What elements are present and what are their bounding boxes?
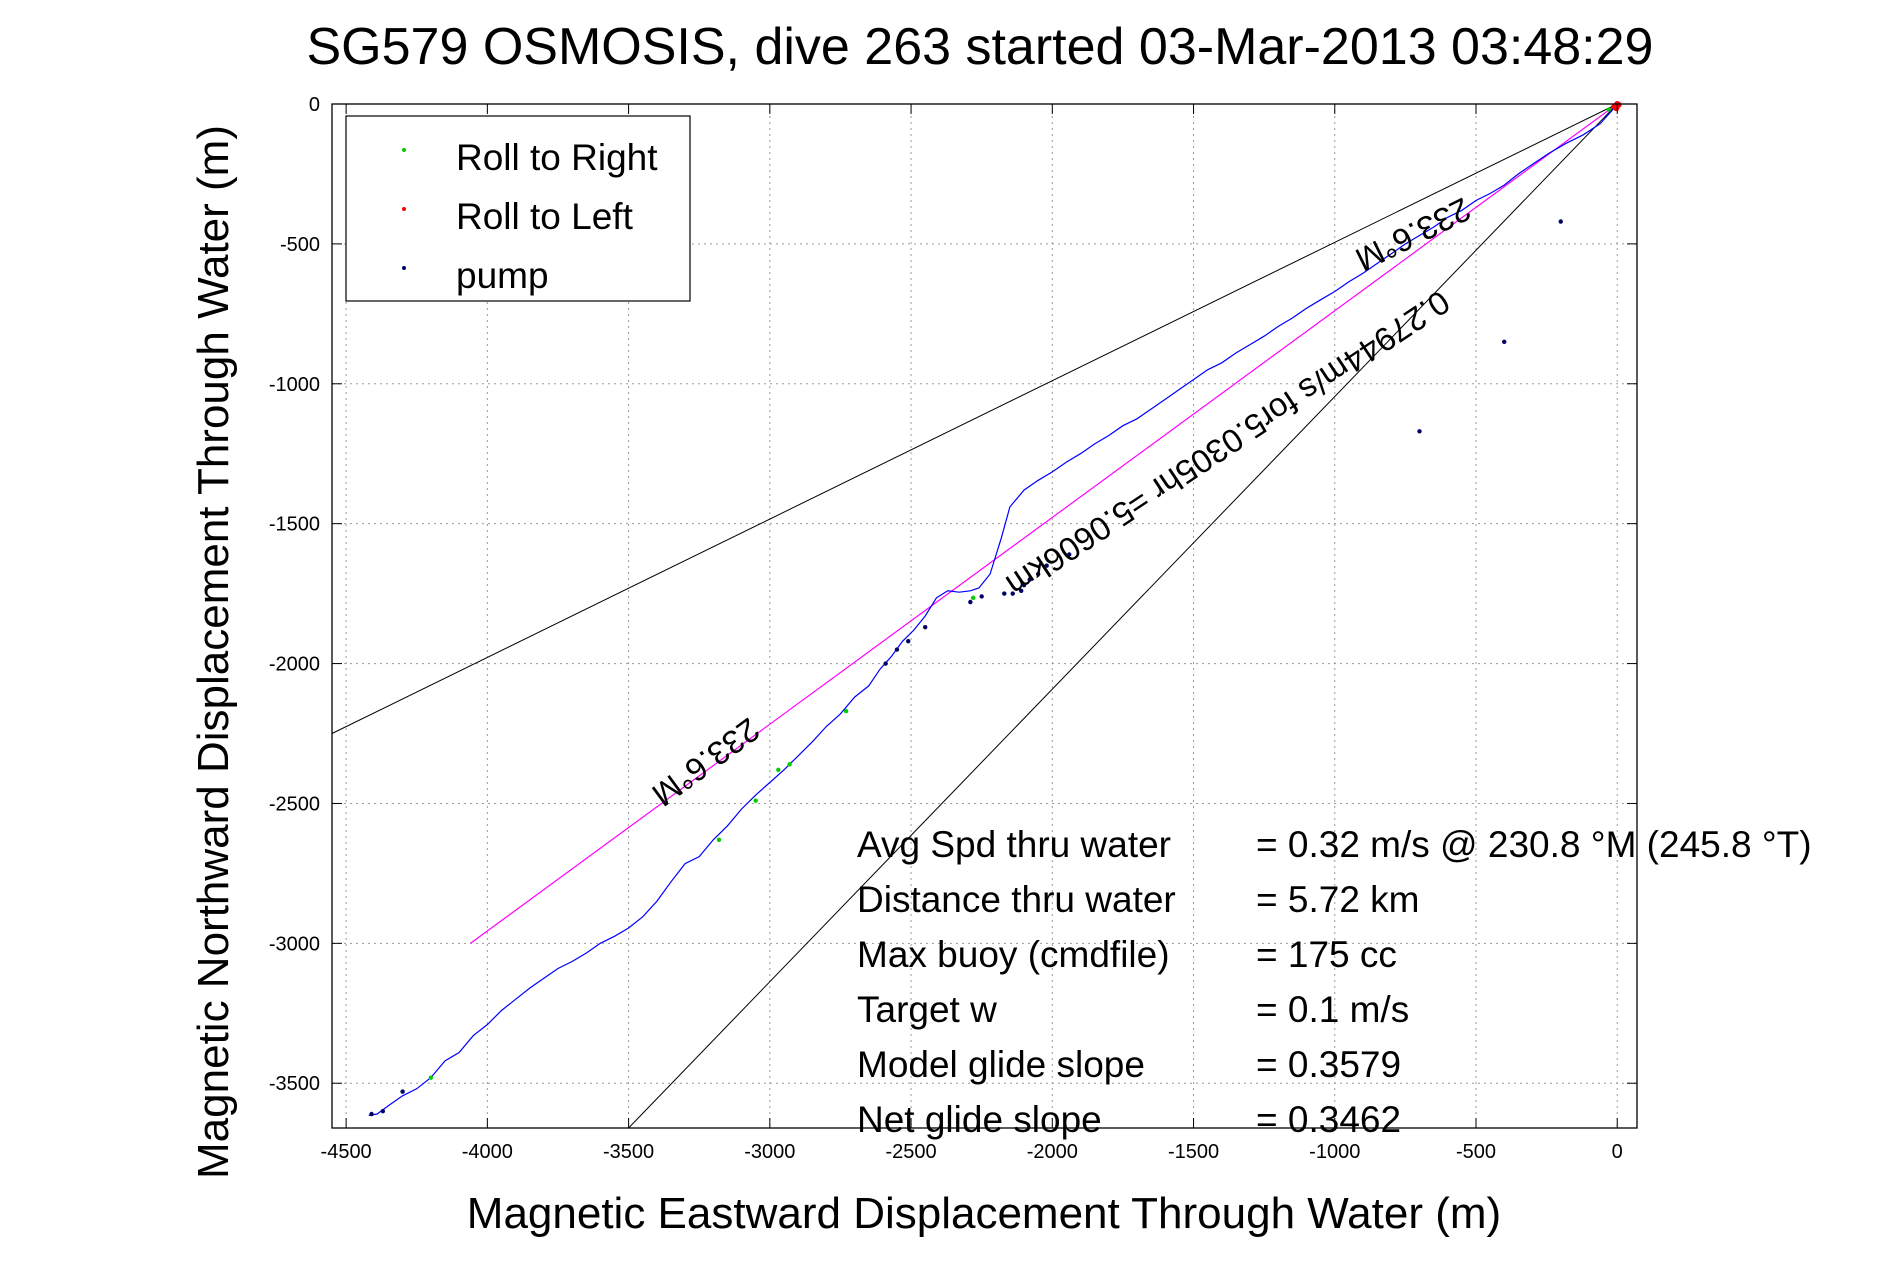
pump-point	[369, 1111, 374, 1117]
x-tick-label: 0	[1612, 1141, 1623, 1163]
pump-point	[1002, 591, 1007, 596]
y-tick-label: -3000	[269, 933, 320, 955]
stat-label-model-glide: Model glide slope	[857, 1044, 1145, 1085]
pump-point	[1035, 571, 1041, 577]
stat-value-max-buoy: = 175 cc	[1256, 934, 1397, 975]
stat-value-net-glide: = 0.3462	[1256, 1099, 1401, 1140]
roll-left-point	[1615, 101, 1622, 108]
cone-lines	[331, 103, 1618, 1129]
stat-value-avg-speed: = 0.32 m/s @ 230.8 °M (245.8 °T)	[1256, 824, 1812, 865]
roll-right-point	[971, 595, 976, 601]
x-axis-label: Magnetic Eastward Displacement Through W…	[467, 1189, 1501, 1238]
stat-label-max-buoy: Max buoy (cmdfile)	[857, 934, 1170, 975]
pump-point	[906, 638, 911, 644]
pump-point	[894, 647, 900, 652]
pump-point	[1502, 339, 1507, 345]
stat-label-net-glide: Net glide slope	[857, 1099, 1102, 1140]
pump-point	[1010, 591, 1015, 596]
x-tick-label: -3500	[603, 1141, 654, 1163]
legend-marker-roll-right	[402, 148, 406, 152]
x-tick-label: -500	[1456, 1141, 1496, 1163]
stat-value-distance: = 5.72 km	[1256, 879, 1420, 920]
pump-point	[380, 1109, 386, 1114]
pump-point	[968, 599, 973, 605]
pump-point	[1044, 563, 1049, 568]
pump-point	[979, 594, 984, 599]
legend: Roll to Right Roll to Left pump	[345, 115, 691, 302]
stat-label-target-w: Target w	[857, 989, 997, 1030]
x-ticks: -4500 -4000 -3500 -3000 -2500 -2000 -1500 -1000…	[321, 104, 1623, 1163]
roll-right-point	[787, 762, 792, 767]
pump-point	[400, 1089, 405, 1094]
stat-value-model-glide: = 0.3579	[1256, 1044, 1401, 1085]
x-tick-label: -4500	[321, 1141, 372, 1163]
pump-point	[1019, 588, 1024, 594]
y-ticks: 0 -500 -1000 -1500 -2000 -2500 -3000 -3500	[269, 94, 1637, 1095]
y-tick-label: -1000	[269, 374, 320, 396]
legend-label-roll-right: Roll to Right	[456, 137, 658, 178]
roll-right-point	[1606, 107, 1611, 112]
pump-layer	[369, 219, 1563, 1117]
y-tick-label: -2000	[269, 654, 320, 676]
roll-right-point	[716, 837, 722, 843]
y-tick-label: -3500	[269, 1073, 320, 1095]
roll-right-point	[753, 798, 758, 803]
track-layer	[368, 103, 1618, 1116]
stat-label-avg-speed: Avg Spd thru water	[857, 824, 1171, 865]
pump-point	[1027, 577, 1032, 582]
track-line	[368, 103, 1618, 1116]
y-tick-label: -2500	[269, 793, 320, 815]
heading-line	[470, 103, 1618, 944]
stat-label-distance: Distance thru water	[857, 879, 1176, 920]
x-tick-label: -2000	[1027, 1141, 1078, 1163]
y-tick-label: -1500	[269, 514, 320, 536]
x-tick-label: -1500	[1168, 1141, 1219, 1163]
x-tick-label: -3000	[744, 1141, 795, 1163]
cone-line	[331, 103, 1618, 734]
legend-marker-roll-left	[402, 207, 406, 211]
pump-point	[1067, 552, 1072, 557]
stats-block: Avg Spd thru water = 0.32 m/s @ 230.8 °M…	[857, 824, 1812, 1140]
stat-value-target-w: = 0.1 m/s	[1256, 989, 1409, 1030]
pump-point	[883, 661, 888, 666]
legend-marker-pump	[402, 266, 406, 270]
x-tick-label: -4000	[462, 1141, 513, 1163]
roll-right-point	[428, 1075, 434, 1080]
pump-point	[1021, 583, 1027, 588]
cone-line	[628, 103, 1618, 1129]
legend-label-roll-left: Roll to Left	[456, 196, 634, 237]
y-axis-label: Magnetic Northward Displacement Through …	[189, 125, 238, 1179]
y-tick-label: 0	[309, 94, 320, 116]
pump-point	[1417, 429, 1422, 434]
pump-point	[1558, 219, 1563, 224]
y-tick-label: -500	[280, 234, 320, 256]
plot-frame	[331, 103, 1638, 1129]
roll-right-point	[843, 708, 849, 714]
heading-line-layer	[470, 103, 1618, 944]
chart-title: SG579 OSMOSIS, dive 263 started 03-Mar-2…	[307, 18, 1654, 76]
pump-point	[922, 624, 928, 630]
x-tick-label: -1000	[1309, 1141, 1360, 1163]
x-tick-label: -2500	[885, 1141, 936, 1163]
roll-right-point	[776, 767, 781, 773]
legend-label-pump: pump	[456, 255, 549, 296]
